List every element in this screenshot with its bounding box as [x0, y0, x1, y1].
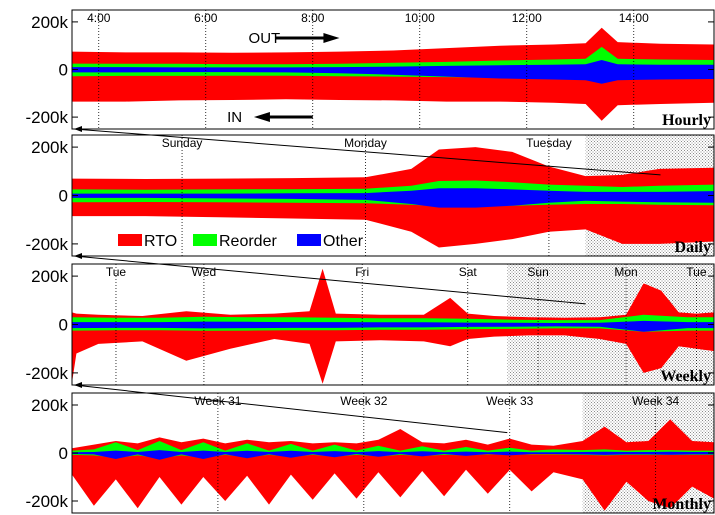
panel-frame — [71, 134, 715, 257]
zoom-connector — [73, 384, 508, 434]
x-tick-label: Fri — [355, 265, 369, 279]
series-other-area — [72, 450, 714, 460]
y-tick-label: 0 — [59, 187, 68, 206]
x-tick-label: Tuesday — [526, 136, 572, 150]
x-tick-label: 14:00 — [619, 11, 649, 25]
y-tick-label: 0 — [59, 444, 68, 463]
panel-frame — [71, 9, 715, 130]
series-other-area — [72, 60, 714, 84]
panel-title: Monthly — [652, 496, 711, 513]
legend-label-rto: RTO — [144, 233, 177, 250]
panel-frame — [71, 392, 715, 514]
y-tick-label: -200k — [25, 235, 68, 254]
series-other-area — [72, 188, 714, 208]
x-tick-label: Tue — [686, 265, 707, 279]
x-tick-label: Sunday — [162, 136, 203, 150]
in-annotation: IN — [227, 109, 242, 126]
legend-label-other: Other — [323, 233, 364, 250]
panel-title: Hourly — [662, 112, 711, 129]
panel-title: Daily — [675, 239, 711, 256]
zoom-connector-arrowhead — [74, 382, 82, 388]
y-tick-label: 200k — [31, 396, 68, 415]
x-tick-label: 8:00 — [301, 11, 325, 25]
x-tick-label: 10:00 — [405, 11, 435, 25]
panel-title: Weekly — [660, 368, 711, 385]
panel-frame — [71, 263, 715, 386]
x-tick-label: Week 32 — [340, 394, 387, 408]
panel-daily: Sunday Monday Tuesday 200k 0 -200k Daily — [25, 134, 715, 257]
y-tick-label: 200k — [31, 138, 68, 157]
y-tick-label: -200k — [25, 492, 68, 511]
series-other-area — [72, 320, 714, 332]
out-annotation: OUT — [249, 30, 281, 47]
y-tick-label: 0 — [59, 316, 68, 335]
x-tick-label: 6:00 — [194, 11, 218, 25]
legend-swatch-reorder — [193, 234, 217, 246]
x-tick-label: Tue — [106, 265, 127, 279]
y-tick-label: 200k — [31, 267, 68, 286]
x-tick-label: Sun — [527, 265, 548, 279]
out-arrowhead — [323, 33, 340, 43]
x-tick-label: Week 34 — [632, 394, 679, 408]
zoom-connector-arrowhead — [74, 126, 82, 132]
x-tick-label: Mon — [614, 265, 637, 279]
x-tick-label: Sat — [459, 265, 478, 279]
series-rto-area — [72, 419, 714, 511]
x-tick-label: 12:00 — [512, 11, 542, 25]
legend: RTO Reorder Other — [118, 233, 364, 250]
zoom-connector — [73, 255, 586, 305]
y-tick-label: -200k — [25, 108, 68, 127]
zoom-connector-arrowhead — [74, 253, 82, 259]
legend-label-reorder: Reorder — [219, 233, 277, 250]
zoom-connector — [73, 128, 661, 176]
legend-swatch-other — [297, 234, 321, 246]
y-tick-label: -200k — [25, 364, 68, 383]
x-tick-label: Monday — [344, 136, 387, 150]
panel-hourly: 4:00 6:00 8:00 10:00 12:00 14:00 200k 0 -200k Hou… — [25, 9, 715, 130]
x-tick-label: Week 33 — [486, 394, 533, 408]
x-tick-label: 4:00 — [87, 11, 111, 25]
in-arrowhead — [253, 112, 270, 122]
legend-swatch-rto — [118, 234, 142, 246]
y-tick-label: 0 — [59, 61, 68, 80]
y-tick-label: 200k — [31, 13, 68, 32]
